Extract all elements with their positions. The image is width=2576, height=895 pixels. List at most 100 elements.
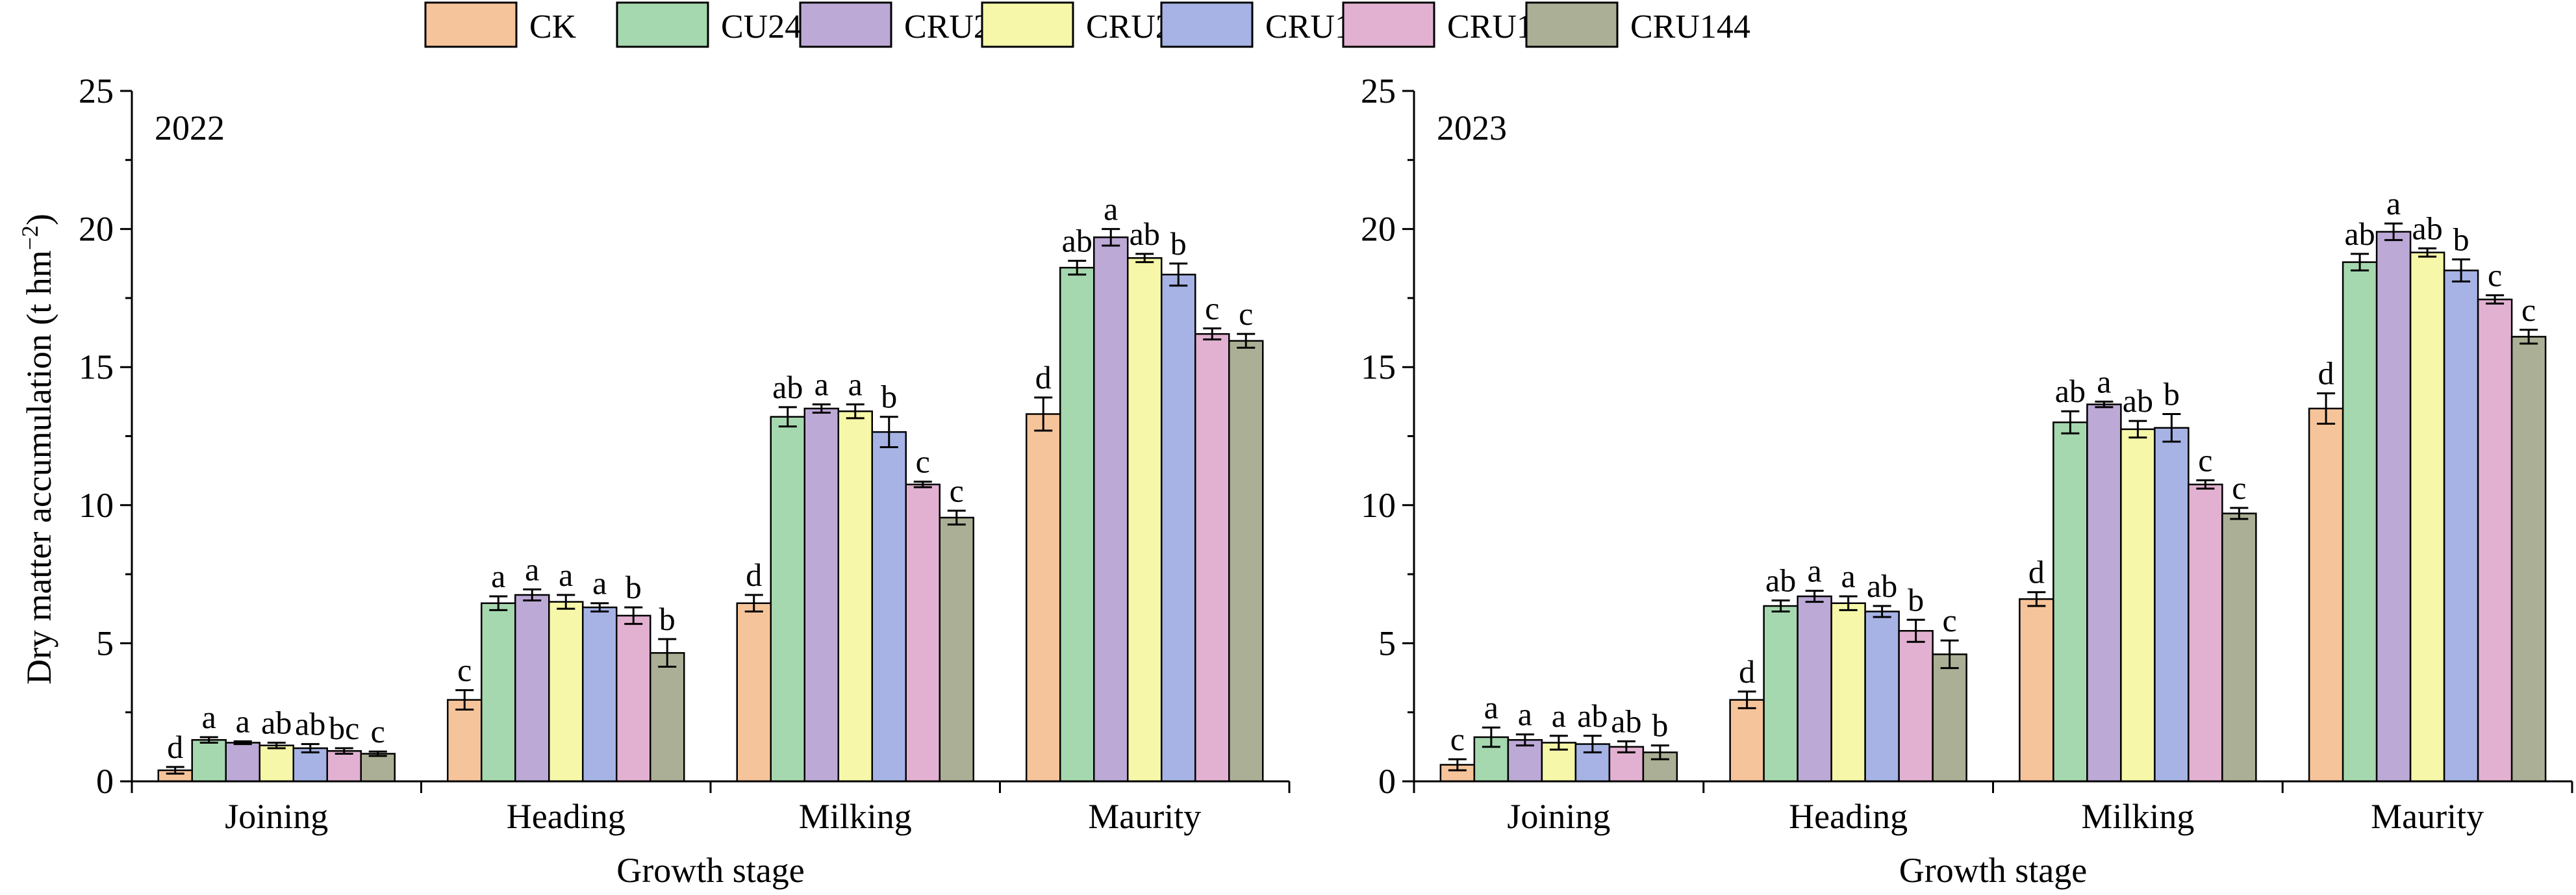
bar	[447, 699, 483, 783]
significance-label: c	[1205, 290, 1219, 327]
significance-label: b	[881, 379, 897, 415]
bar	[2510, 336, 2547, 783]
bar	[2221, 512, 2257, 783]
bar	[1763, 605, 1799, 783]
bar	[1729, 699, 1765, 783]
bar	[1059, 266, 1095, 783]
legend-swatch	[1160, 1, 1254, 48]
y-axis-title-close: )	[19, 214, 58, 225]
panel-label: 2022	[155, 108, 225, 147]
significance-label: b	[2453, 221, 2469, 257]
significance-label: a	[1104, 191, 1118, 227]
significance-label: d	[1739, 653, 1755, 690]
bar	[582, 606, 618, 783]
bar	[514, 594, 550, 783]
bar	[1830, 602, 1866, 783]
significance-label: b	[2164, 375, 2180, 412]
y-tick-label: 10	[79, 486, 114, 525]
bar	[803, 407, 839, 783]
significance-label: a	[1552, 698, 1566, 734]
significance-label: d	[167, 729, 183, 765]
significance-label: c	[2232, 470, 2246, 506]
y-tick-label: 20	[79, 210, 114, 249]
significance-label: a	[1841, 558, 1856, 594]
legend-label: CRU144	[1630, 8, 1750, 45]
bar	[326, 750, 362, 783]
significance-label: c	[371, 713, 385, 750]
y-tick-label: 0	[1378, 762, 1396, 801]
significance-label: d	[2318, 355, 2334, 392]
bar	[1026, 413, 1061, 783]
legend-swatch	[424, 1, 518, 48]
x-axis-title: Growth stage	[1899, 851, 2087, 890]
significance-label: a	[848, 366, 863, 403]
bar	[225, 742, 260, 783]
legend-swatch	[616, 1, 709, 48]
significance-label: c	[1239, 296, 1253, 332]
bar	[481, 602, 516, 783]
bar	[2188, 483, 2223, 783]
bar	[770, 416, 805, 783]
y-axis-title: Dry matter accumulation (t hm−2)	[17, 214, 58, 685]
bar	[191, 738, 227, 783]
legend: CK CU240 CRU240 CRU216 CRU192 CRU168 CRU144	[424, 1, 1750, 48]
bar	[616, 614, 651, 783]
chart-panel-2023: cdddaabababaaaaaaababababbbabbccbccc0510…	[1361, 71, 2573, 890]
significance-label: ab	[1765, 562, 1796, 598]
y-tick-label: 25	[79, 71, 114, 110]
bar	[837, 410, 873, 783]
x-tick-label: Joining	[1507, 797, 1610, 836]
bar	[1797, 595, 1832, 783]
bar	[2154, 427, 2190, 783]
x-axis-title: Growth stage	[616, 851, 804, 890]
bar	[2086, 403, 2122, 783]
bar	[1194, 333, 1230, 783]
panel-label: 2023	[1437, 108, 1507, 147]
significance-label: b	[1652, 707, 1668, 744]
legend-swatch	[981, 1, 1074, 48]
bar	[2477, 298, 2513, 783]
bar	[905, 483, 941, 783]
significance-label: a	[2386, 185, 2401, 221]
bar	[2019, 598, 2054, 783]
bar	[360, 753, 396, 783]
significance-label: a	[1484, 689, 1498, 725]
x-tick-label: Maurity	[1088, 797, 1201, 836]
x-tick-label: Maurity	[2371, 797, 2484, 836]
significance-label: ab	[295, 706, 325, 742]
bar	[871, 431, 907, 783]
significance-label: bc	[329, 710, 359, 746]
y-tick-label: 10	[1361, 486, 1396, 525]
y-axis-title-superscript: −2	[17, 225, 43, 250]
significance-label: ab	[1062, 222, 1092, 258]
x-tick-label: Milking	[2081, 797, 2194, 836]
y-tick-label: 5	[1378, 624, 1396, 662]
significance-label: d	[1035, 359, 1052, 396]
significance-label: c	[2198, 442, 2212, 479]
significance-label: a	[814, 366, 829, 403]
significance-label: c	[2488, 257, 2502, 294]
significance-label: a	[236, 703, 250, 739]
bar	[2443, 270, 2479, 783]
significance-label: a	[1808, 553, 1822, 589]
significance-label: a	[1518, 696, 1532, 733]
bar	[2308, 407, 2344, 783]
y-axis-title-main: Dry matter accumulation (t hm	[19, 250, 58, 685]
significance-label: b	[1908, 581, 1924, 618]
significance-label: ab	[261, 704, 292, 740]
x-tick-label: Milking	[799, 797, 912, 836]
bar	[259, 744, 294, 783]
significance-label: a	[2097, 363, 2111, 399]
bar	[2375, 231, 2412, 783]
significance-label: c	[1943, 602, 1957, 638]
bar	[1898, 630, 1934, 783]
bar	[2409, 251, 2445, 783]
significance-label: ab	[2123, 383, 2153, 419]
chart-panel-2022: dcddaaababaaaaabaaabababbbcbcccbcc051015…	[17, 71, 1291, 890]
bar	[1864, 611, 1900, 783]
significance-label: c	[457, 652, 472, 688]
significance-label: b	[1170, 225, 1187, 262]
bar	[1127, 257, 1163, 783]
significance-label: ab	[1130, 216, 1160, 252]
